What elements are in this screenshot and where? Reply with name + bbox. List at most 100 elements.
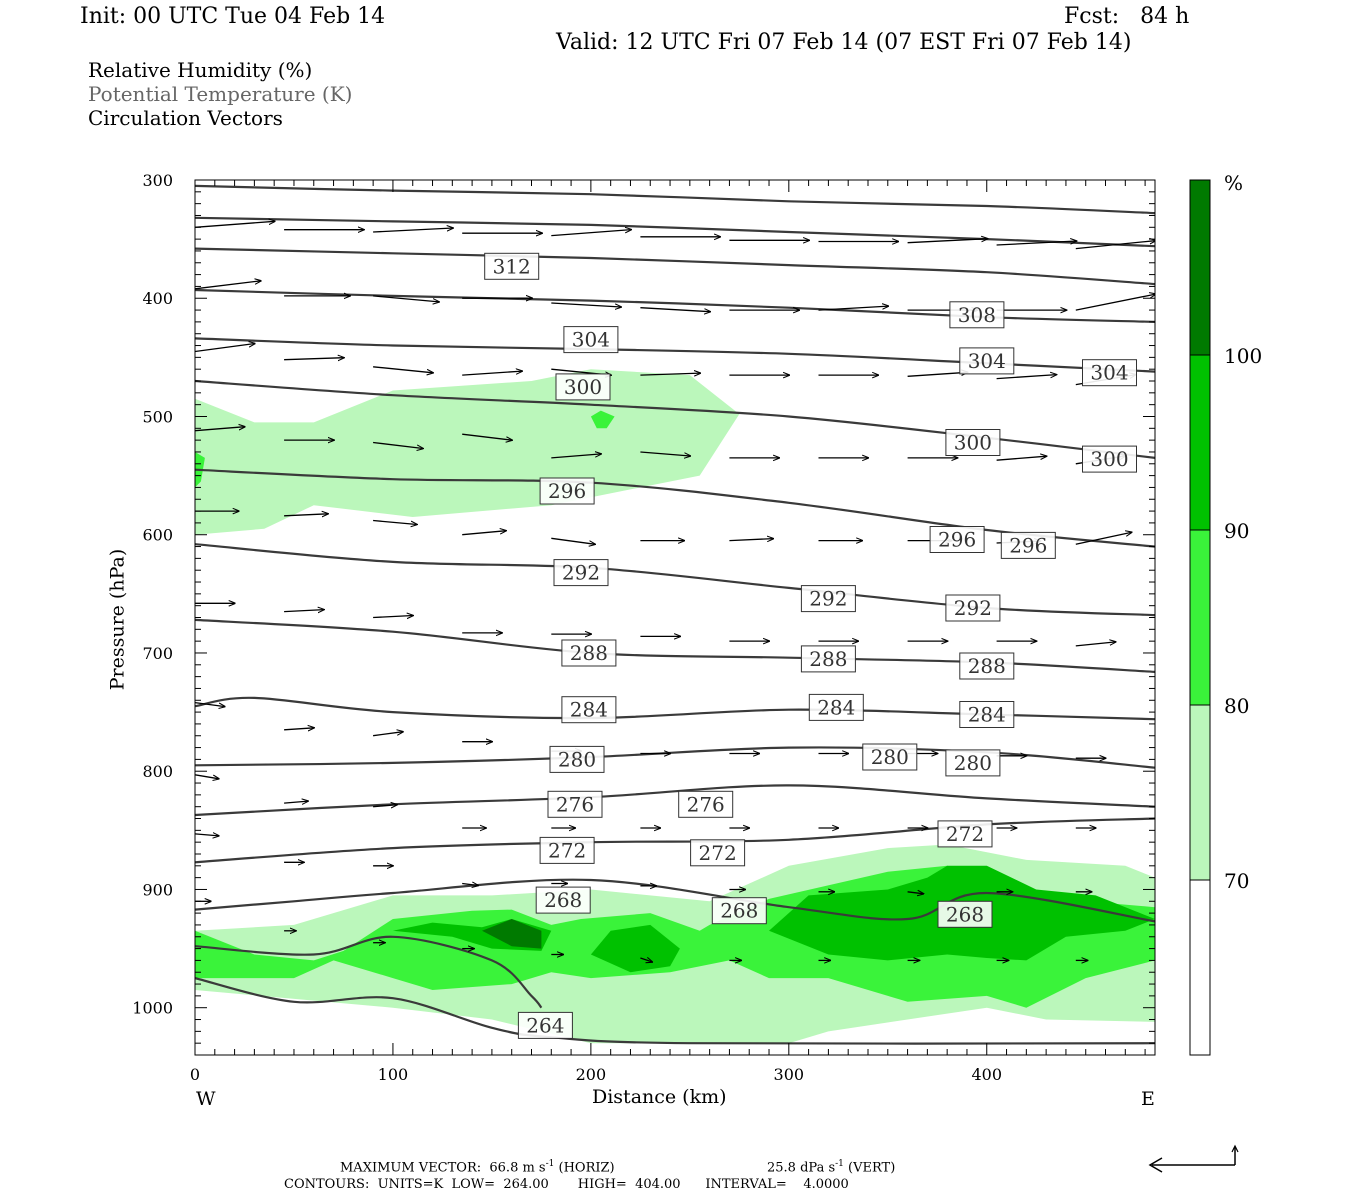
- y-tick-label: 500: [142, 407, 173, 426]
- vector-arrow: [729, 539, 773, 541]
- y-tick-label: 300: [142, 171, 173, 190]
- vector-arrow: [462, 531, 506, 536]
- colorbar-tick-label: 80: [1224, 694, 1249, 718]
- theta-label-box: [517, 1011, 573, 1039]
- colorbar-segment: [1189, 704, 1211, 881]
- y-tick-label: 700: [142, 644, 173, 663]
- vector-arrow: [373, 441, 423, 449]
- theta-label: 312: [493, 254, 531, 278]
- theta-label-box: [561, 696, 617, 724]
- vector-arrow: [195, 344, 255, 353]
- vector-arrow: [1075, 642, 1116, 647]
- vector-arrow: [373, 366, 433, 373]
- vector-arrow: [462, 884, 478, 886]
- y-tick-label: 400: [142, 289, 173, 308]
- vector-arrow: [996, 375, 1057, 380]
- vector-arrow: [195, 834, 219, 836]
- theta-label-box: [555, 373, 611, 401]
- vector-arrow: [462, 433, 512, 440]
- theta-contour-276: [195, 784, 1155, 817]
- x-tick-label: 0: [190, 1065, 200, 1084]
- theta-label-box: [959, 701, 1015, 728]
- y-axis-label: Pressure (hPa): [106, 548, 129, 691]
- theta-label-box: [549, 745, 605, 773]
- theta-label-box: [929, 526, 985, 553]
- vector-arrow: [195, 281, 261, 290]
- theta-contour-280: [195, 746, 1155, 769]
- rh-region-100-8: [482, 919, 542, 949]
- theta-label-box: [945, 749, 1001, 777]
- vector-arrow: [373, 616, 413, 618]
- theta-label-box: [949, 301, 1005, 329]
- vector-arrow: [818, 306, 889, 311]
- theta-label: 292: [562, 561, 600, 585]
- theta-label-box: [539, 477, 595, 505]
- rh-region-70-0: [195, 369, 740, 535]
- vector-arrow: [284, 610, 324, 612]
- theta-label: 288: [809, 647, 847, 671]
- colorbar-unit: %: [1224, 171, 1243, 195]
- y-tick-label: 900: [142, 880, 173, 899]
- theta-label: 272: [548, 838, 586, 862]
- theta-contour-line14: [195, 935, 543, 1009]
- theta-label: 308: [958, 303, 996, 327]
- theta-label: 276: [556, 792, 594, 816]
- vector-arrow: [640, 451, 690, 456]
- vert-unit: (VERT): [843, 1160, 896, 1176]
- theta-label: 272: [946, 822, 984, 846]
- theta-label: 300: [564, 375, 602, 399]
- vector-arrow: [996, 456, 1047, 461]
- theta-label: 296: [1009, 533, 1047, 557]
- theta-label: 304: [968, 349, 1006, 373]
- theta-label: 280: [871, 745, 909, 769]
- vector-arrow: [373, 295, 439, 302]
- theta-label: 268: [946, 902, 984, 926]
- theta-label-box: [959, 347, 1015, 375]
- theta-label-box: [678, 790, 734, 818]
- theta-label-box: [945, 429, 1001, 456]
- theta-label: 296: [548, 479, 586, 503]
- theta-contour-296: [195, 468, 1155, 548]
- x-tick-label: 400: [971, 1065, 1002, 1084]
- x-end-label-east: E: [1141, 1088, 1155, 1110]
- vector-arrow: [1075, 294, 1155, 311]
- theta-label: 284: [968, 703, 1006, 727]
- colorbar-tick-label: 70: [1224, 869, 1249, 893]
- vector-arrow: [551, 454, 601, 459]
- reference-vector-icon: [1148, 1144, 1239, 1173]
- vector-arrow: [195, 221, 275, 228]
- init-time: Init: 00 UTC Tue 04 Feb 14: [80, 4, 386, 29]
- vector-arrow: [907, 239, 988, 244]
- theta-label: 280: [558, 747, 596, 771]
- colorbar-segment: [1189, 529, 1211, 706]
- theta-label: 284: [570, 698, 608, 722]
- vector-arrow: [996, 241, 1077, 246]
- theta-label: 292: [809, 587, 847, 611]
- rh-shading: [195, 369, 1155, 1044]
- theta-labels: 312 308 304 304 304 300 300 300 296 296 296 292 292 2…: [484, 252, 1137, 1039]
- vector-arrow: [907, 372, 968, 377]
- theta-label-box: [553, 559, 609, 587]
- colorbar-tick-label: 90: [1224, 519, 1249, 543]
- horiz-exponent: -1: [545, 1159, 555, 1169]
- theta-label-box: [484, 252, 540, 280]
- contour-info: CONTOURS: UNITS=K LOW= 264.00 HIGH= 404.…: [284, 1177, 849, 1192]
- vector-arrow: [640, 958, 652, 962]
- vector-arrow: [373, 228, 453, 233]
- theta-label: 292: [954, 596, 992, 620]
- legend-rh: Relative Humidity (%): [88, 58, 313, 82]
- vector-arrow: [284, 358, 344, 360]
- y-tick-label: 800: [142, 762, 173, 781]
- vert-exponent: -1: [835, 1159, 844, 1169]
- vector-arrow: [551, 537, 595, 544]
- vector-arrow: [640, 373, 700, 375]
- forecast-hour: Fcst: 84 h: [1064, 4, 1190, 29]
- theta-contour-264: [195, 977, 1155, 1045]
- colorbar: 70 80 90 100%: [1189, 171, 1262, 1056]
- theta-contour-line2: [195, 247, 1155, 286]
- theta-label: 276: [687, 792, 725, 816]
- vector-arrow: [284, 801, 308, 803]
- legend-vectors: Circulation Vectors: [88, 106, 283, 130]
- max-vector-label: MAXIMUM VECTOR:: [340, 1160, 482, 1176]
